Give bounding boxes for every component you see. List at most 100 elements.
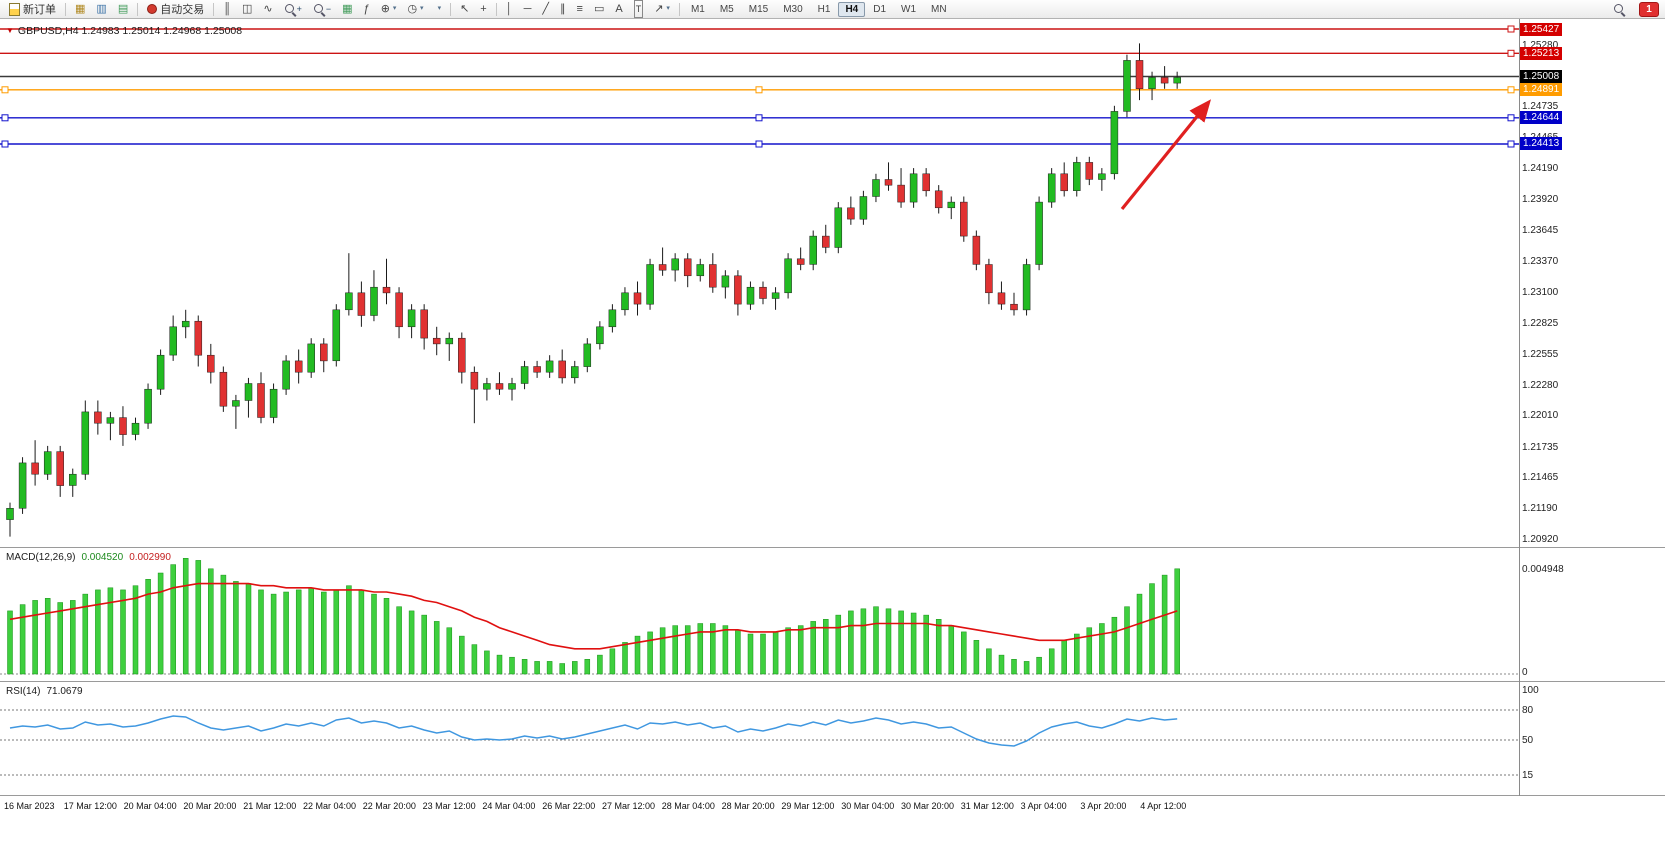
candle <box>960 201 968 237</box>
price-line-label[interactable]: 1.24644 <box>1520 111 1563 125</box>
macd-bar <box>270 593 277 675</box>
price-line-label[interactable]: 1.24891 <box>1520 83 1563 97</box>
line-handle[interactable] <box>755 114 763 122</box>
shapes-tool-button[interactable]: ▭ <box>589 0 609 18</box>
channel-tool-button[interactable]: ∥ <box>555 0 571 18</box>
time-tick: 31 Mar 12:00 <box>960 801 1014 811</box>
line-chart-button[interactable]: ∿ <box>258 0 277 18</box>
line-handle[interactable] <box>755 140 763 148</box>
trend-arrow[interactable] <box>1120 99 1212 211</box>
symbol-dropdown-icon[interactable]: ▼ <box>6 26 14 35</box>
bar-chart-button[interactable]: ║ <box>218 0 236 18</box>
timeframe-h1[interactable]: H1 <box>817 3 831 15</box>
text-tool-button[interactable]: A <box>610 0 627 18</box>
shapes-icon: ▭ <box>593 3 605 15</box>
time-axis[interactable]: 16 Mar 2023 17 Mar 12:00 20 Mar 04:00 20 Ma… <box>0 796 1665 822</box>
new-order-button[interactable]: 新订单 <box>4 0 61 18</box>
charts-button[interactable]: ▦ <box>70 0 90 18</box>
macd-pane[interactable]: MACD(12,26,9) 0.004520 0.002990 0.004948… <box>0 548 1665 682</box>
candle <box>320 343 328 362</box>
macd-bar <box>1174 568 1180 675</box>
macd-histogram <box>7 558 1180 675</box>
macd-chart[interactable] <box>0 548 1519 681</box>
autotrade-button[interactable]: 自动交易 <box>142 0 209 18</box>
zoom-out-button[interactable]: − <box>308 0 336 18</box>
candle <box>784 258 792 294</box>
search-button[interactable] <box>1608 0 1631 18</box>
line-handle[interactable] <box>1 114 9 122</box>
period-button[interactable]: ◷ ▾ <box>402 0 428 18</box>
add-indicator-button[interactable]: ⊕ ▾ <box>376 0 402 18</box>
timeframe-m5[interactable]: M5 <box>719 3 734 15</box>
macd-bar <box>672 625 678 675</box>
macd-bar <box>245 583 252 675</box>
macd-bar <box>321 591 327 675</box>
candle <box>1135 60 1144 89</box>
crosshair-tool-button[interactable]: + <box>475 0 491 18</box>
line-handle[interactable] <box>1507 114 1515 122</box>
rsi-pane[interactable]: RSI(14) 71.0679 100 80 50 15 <box>0 682 1665 796</box>
candle <box>646 264 654 305</box>
timeframe-m30[interactable]: M30 <box>783 3 803 15</box>
timeframe-d1[interactable]: D1 <box>873 3 887 15</box>
line-handle[interactable] <box>1507 25 1515 33</box>
line-handle[interactable] <box>1507 86 1515 94</box>
candle <box>583 343 592 367</box>
macd-bar <box>1036 656 1042 675</box>
price-line-label[interactable]: 1.25213 <box>1520 46 1563 60</box>
price-tick: 1.21735 <box>1522 441 1559 453</box>
timeframe-mn[interactable]: MN <box>931 3 947 15</box>
price-line-label[interactable]: 1.25427 <box>1520 22 1563 36</box>
notification-badge[interactable]: 1 <box>1639 1 1659 17</box>
search-icon <box>1613 3 1626 16</box>
main-price-pane[interactable]: ▼ GBPUSD,H4 1.24983 1.25014 1.24968 1.25… <box>0 19 1665 548</box>
candle-chart-button[interactable]: ◫ <box>237 0 257 18</box>
macd-bar <box>772 631 779 675</box>
indicators-button[interactable]: ƒ <box>359 0 375 18</box>
tile-windows-button[interactable]: ▦ <box>337 0 357 18</box>
macd-bar <box>848 610 854 675</box>
candle <box>809 235 817 265</box>
macd-bar <box>935 619 942 675</box>
zoom-in-button[interactable]: + <box>279 0 307 18</box>
line-handle[interactable] <box>1507 140 1515 148</box>
line-handle[interactable] <box>1507 49 1515 57</box>
macd-bar <box>19 604 26 675</box>
timeframe-h4[interactable]: H4 <box>838 1 866 17</box>
chart-shift-button[interactable]: ▾ <box>430 0 447 18</box>
rsi-chart[interactable] <box>0 682 1519 795</box>
price-tick: 1.22280 <box>1522 379 1559 391</box>
time-tick: 30 Mar 20:00 <box>901 801 955 811</box>
price-line-label[interactable]: 1.24413 <box>1520 137 1563 151</box>
label-tool-button[interactable]: T <box>629 0 649 18</box>
timeframe-w1[interactable]: W1 <box>901 3 917 15</box>
hline-tool-button[interactable]: ─ <box>519 0 537 18</box>
macd-bar <box>697 623 704 675</box>
macd-bar <box>797 625 804 675</box>
fibonacci-tool-button[interactable]: ≡ <box>572 0 588 18</box>
price-line-label[interactable]: 1.25008 <box>1520 70 1563 83</box>
terminal-button[interactable]: ▤ <box>113 0 133 18</box>
line-handle[interactable] <box>1 140 9 148</box>
candle <box>1123 60 1131 112</box>
candlestick-chart[interactable] <box>0 19 1519 547</box>
macd-bar <box>396 606 402 675</box>
macd-bar <box>57 602 63 675</box>
timeframe-m15[interactable]: M15 <box>748 3 769 15</box>
zoom-out-icon <box>313 3 326 16</box>
macd-bar <box>295 589 302 675</box>
macd-bar <box>710 623 716 675</box>
channel-icon: ∥ <box>560 3 566 15</box>
macd-bar <box>308 587 314 675</box>
vline-tool-button[interactable]: │ <box>501 0 518 18</box>
trendline-tool-button[interactable]: ╱ <box>537 0 554 18</box>
line-handle[interactable] <box>1 86 9 94</box>
toolbar: 新订单 ▦ ▥ ▤ 自动交易 ║ ◫ ∿ + − ▦ ƒ ⊕ ▾ ◷ ▾ ▾ ↖ +… <box>0 0 1665 19</box>
timeframe-m1[interactable]: M1 <box>690 3 705 15</box>
profiles-button[interactable]: ▥ <box>91 0 111 18</box>
arrows-tool-button[interactable]: ↗ ▾ <box>649 0 675 18</box>
time-tick: 27 Mar 12:00 <box>602 801 656 811</box>
macd-axis-label: 0 <box>1522 667 1528 678</box>
cursor-tool-button[interactable]: ↖ <box>455 0 474 18</box>
line-handle[interactable] <box>755 86 763 94</box>
